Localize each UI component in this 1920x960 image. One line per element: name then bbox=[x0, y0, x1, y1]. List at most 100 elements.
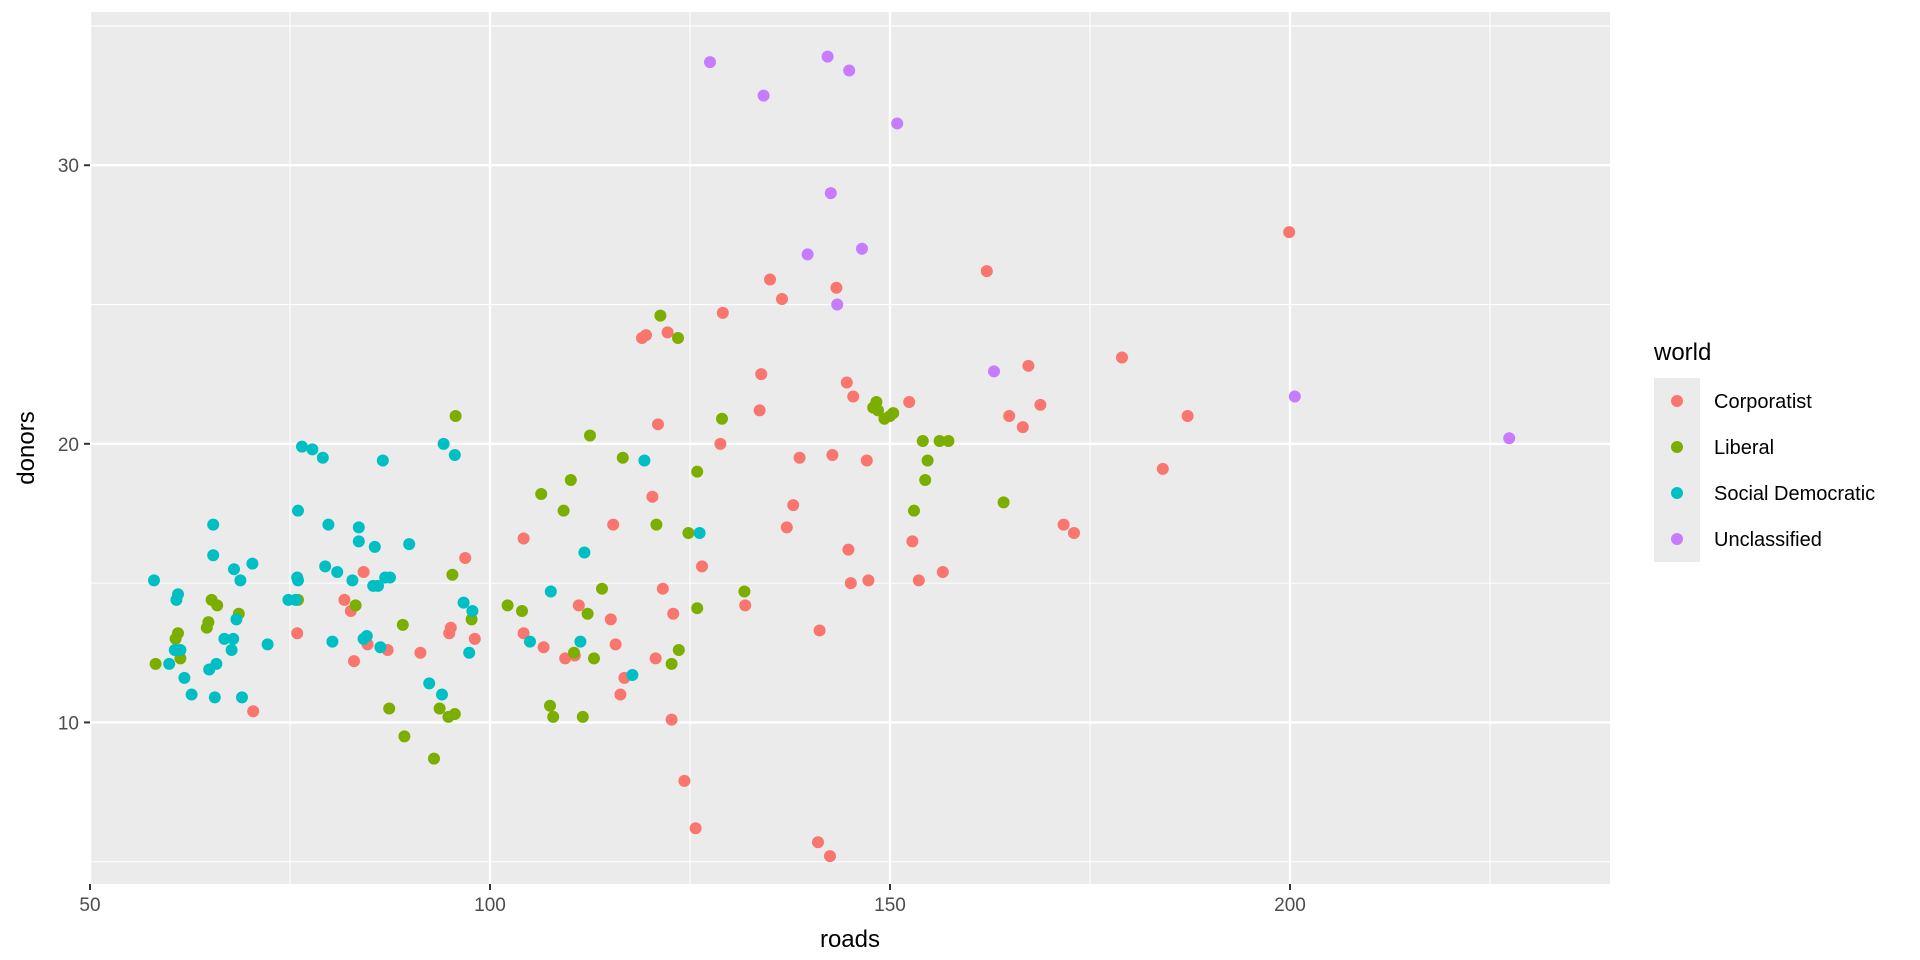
point-liberal bbox=[682, 526, 695, 539]
panel-background bbox=[90, 12, 1610, 884]
y-tick-labels: 10 20 30 bbox=[58, 156, 79, 734]
major-gridlines bbox=[88, 12, 1610, 884]
point-liberal bbox=[916, 435, 929, 448]
point-social-democratic bbox=[316, 451, 329, 464]
point-unclassified bbox=[757, 89, 770, 102]
point-social-democratic bbox=[261, 638, 274, 651]
y-tick-label: 20 bbox=[58, 435, 79, 456]
point-liberal bbox=[428, 752, 440, 765]
point-unclassified bbox=[1503, 432, 1516, 445]
point-corporatist bbox=[714, 437, 727, 450]
point-social-democratic bbox=[638, 454, 651, 467]
point-corporatist bbox=[640, 329, 652, 342]
point-social-democratic bbox=[448, 448, 461, 461]
point-corporatist bbox=[860, 454, 873, 467]
point-unclassified bbox=[824, 187, 837, 200]
point-corporatist bbox=[830, 281, 843, 294]
point-liberal bbox=[942, 435, 955, 448]
point-corporatist bbox=[607, 518, 620, 531]
legend-title: world bbox=[1653, 339, 1711, 366]
x-tick-label: 100 bbox=[474, 895, 506, 916]
point-corporatist bbox=[444, 621, 457, 634]
point-unclassified bbox=[988, 365, 1000, 378]
point-social-democratic bbox=[234, 574, 247, 587]
point-corporatist bbox=[689, 822, 702, 835]
point-unclassified bbox=[1288, 390, 1301, 403]
point-corporatist bbox=[755, 368, 768, 381]
point-social-democratic bbox=[225, 643, 238, 656]
point-corporatist bbox=[842, 543, 855, 556]
point-liberal bbox=[211, 599, 224, 612]
point-corporatist bbox=[716, 306, 729, 319]
x-tick-label: 150 bbox=[874, 895, 906, 916]
point-liberal bbox=[547, 710, 560, 723]
point-corporatist bbox=[604, 613, 617, 626]
point-corporatist bbox=[1116, 351, 1128, 364]
point-social-democratic bbox=[360, 630, 373, 643]
point-social-democratic bbox=[208, 691, 221, 704]
point-liberal bbox=[672, 331, 684, 344]
point-social-democratic bbox=[218, 632, 231, 645]
point-corporatist bbox=[517, 627, 530, 640]
point-social-democratic bbox=[376, 454, 389, 467]
point-social-democratic bbox=[693, 526, 706, 539]
point-corporatist bbox=[656, 582, 669, 595]
point-corporatist bbox=[1283, 226, 1296, 239]
point-social-democratic bbox=[544, 585, 557, 598]
point-liberal bbox=[396, 618, 409, 631]
legend-key-social-democratic bbox=[1671, 487, 1683, 499]
x-tick-label: 50 bbox=[79, 895, 100, 916]
point-social-democratic bbox=[174, 643, 187, 656]
legend-key-corporatist bbox=[1671, 395, 1683, 407]
point-unclassified bbox=[843, 64, 856, 77]
legend-key-liberal bbox=[1671, 441, 1683, 453]
point-corporatist bbox=[572, 599, 585, 612]
point-social-democratic bbox=[296, 440, 308, 453]
x-tick-label: 200 bbox=[1274, 895, 1306, 916]
point-unclassified bbox=[801, 248, 814, 261]
point-liberal bbox=[588, 652, 600, 665]
point-liberal bbox=[887, 407, 900, 420]
point-social-democratic bbox=[246, 557, 259, 570]
point-corporatist bbox=[824, 850, 836, 863]
point-liberal bbox=[738, 585, 751, 598]
point-liberal bbox=[933, 435, 946, 448]
point-liberal bbox=[650, 518, 663, 531]
point-social-democratic bbox=[319, 560, 332, 573]
point-corporatist bbox=[906, 535, 919, 548]
point-corporatist bbox=[646, 490, 659, 503]
point-corporatist bbox=[357, 565, 370, 578]
point-social-democratic bbox=[292, 574, 304, 587]
point-liberal bbox=[449, 409, 462, 422]
point-liberal bbox=[535, 487, 548, 500]
point-liberal bbox=[716, 412, 728, 425]
point-liberal bbox=[202, 616, 215, 629]
point-social-democratic bbox=[423, 677, 436, 690]
point-liberal bbox=[672, 643, 685, 656]
point-corporatist bbox=[338, 593, 351, 606]
legend-label-social-democratic: Social Democratic bbox=[1714, 483, 1875, 505]
point-social-democratic bbox=[292, 504, 304, 517]
point-corporatist bbox=[678, 774, 691, 787]
point-liberal bbox=[584, 429, 596, 442]
point-liberal bbox=[149, 657, 162, 670]
legend-label-corporatist: Corporatist bbox=[1714, 391, 1812, 413]
point-corporatist bbox=[696, 560, 708, 573]
point-corporatist bbox=[844, 577, 857, 590]
point-social-democratic bbox=[384, 571, 396, 584]
point-liberal bbox=[908, 504, 920, 517]
point-social-democratic bbox=[322, 518, 335, 531]
point-social-democratic bbox=[374, 641, 387, 654]
point-liberal bbox=[596, 582, 608, 595]
point-liberal bbox=[349, 599, 362, 612]
point-social-democratic bbox=[236, 691, 248, 704]
point-corporatist bbox=[903, 396, 916, 409]
point-corporatist bbox=[840, 376, 853, 389]
point-unclassified bbox=[891, 117, 904, 130]
legend-label-unclassified: Unclassified bbox=[1714, 529, 1822, 551]
point-liberal bbox=[654, 309, 667, 322]
point-corporatist bbox=[1156, 462, 1169, 475]
point-corporatist bbox=[291, 627, 304, 640]
point-social-democratic bbox=[346, 574, 359, 587]
point-corporatist bbox=[787, 499, 800, 512]
